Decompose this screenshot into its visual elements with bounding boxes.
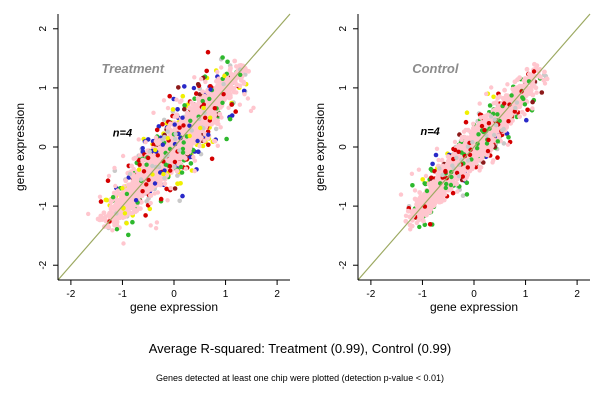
x-axis-label: gene expression: [130, 300, 218, 314]
treatment-scatter-plot: -2 -2 -1 -1 0 0 1 1 2 2 gene expression gene expres…: [13, 13, 291, 314]
axes: [53, 14, 290, 285]
identity-line: [57, 13, 291, 281]
svg-text:-1: -1: [38, 201, 49, 210]
svg-text:0: 0: [38, 144, 49, 150]
svg-text:0: 0: [171, 289, 177, 300]
detection-note-caption: Genes detected at least one chip were pl…: [156, 373, 444, 383]
identity-line: [357, 13, 591, 281]
scatter-points: [86, 49, 256, 246]
tick-labels: -2 -2 -1 -1 0 0 1 1 2 2: [38, 26, 280, 300]
svg-text:-2: -2: [38, 260, 49, 269]
plot-title: Control: [412, 61, 459, 76]
n-annotation: n=4: [421, 126, 440, 138]
series-top-gray: [437, 100, 520, 179]
svg-text:-2: -2: [66, 289, 75, 300]
svg-text:2: 2: [274, 289, 280, 300]
svg-text:-1: -1: [118, 289, 127, 300]
y-axis-label: gene expression: [13, 103, 27, 191]
plot-title: Treatment: [101, 61, 164, 76]
series-top-yellow: [120, 73, 227, 216]
y-axis-label: gene expression: [313, 103, 327, 191]
x-axis-label: gene expression: [430, 300, 518, 314]
svg-text:1: 1: [38, 85, 49, 91]
scatter-points: [398, 61, 550, 232]
n-annotation: n=4: [113, 127, 132, 139]
axes: [353, 14, 590, 285]
series-top-blue: [133, 85, 213, 203]
r-squared-caption: Average R-squared: Treatment (0.99), Con…: [148, 341, 452, 356]
svg-text:1: 1: [223, 289, 229, 300]
svg-text:2: 2: [38, 26, 49, 32]
